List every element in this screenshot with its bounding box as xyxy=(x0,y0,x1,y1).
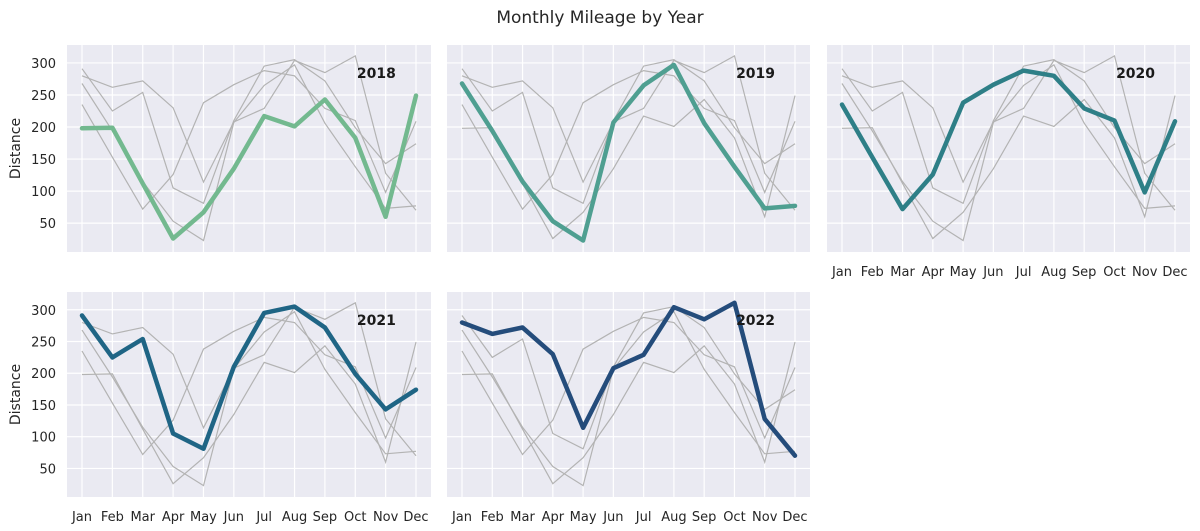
year-label: 2022 xyxy=(736,313,775,329)
context-line-2022 xyxy=(81,301,417,457)
x-tick-label: Nov xyxy=(373,510,399,525)
x-tick-label: Oct xyxy=(1103,265,1125,280)
series-line-2020 xyxy=(839,68,1178,212)
x-tick-label: Dec xyxy=(403,510,428,525)
context-line-2022 xyxy=(81,55,417,211)
y-tick-label: 150 xyxy=(31,153,56,168)
x-tick-label: Jul xyxy=(255,510,272,525)
y-tick-label: 100 xyxy=(31,185,56,200)
panel-background xyxy=(67,45,431,252)
x-tick-label: Feb xyxy=(481,510,504,525)
series-line-2021 xyxy=(79,304,419,452)
x-tick-label: Jan xyxy=(71,510,92,525)
panel-2022: 2022 Jan Feb Mar Apr May Jun Jul Aug Sep Oct Nov Dec xyxy=(447,292,810,525)
x-tick-label: May xyxy=(190,510,217,525)
context-line-2019 xyxy=(841,64,1176,242)
y-tick-label: 250 xyxy=(31,89,56,104)
y-tick-label: 300 xyxy=(31,304,56,319)
y-axis-label: Distance xyxy=(8,118,24,179)
context-line-2022 xyxy=(841,55,1176,211)
context-line-2021 xyxy=(461,59,796,205)
series-line-2022 xyxy=(459,300,798,458)
x-tick-label: Feb xyxy=(861,265,884,280)
y-tick-label: 300 xyxy=(31,57,56,72)
x-tick-label: Apr xyxy=(542,510,565,525)
context-line-2022 xyxy=(461,55,796,211)
panel-2020: 2020 Jan Feb Mar Apr May Jun Jul Aug Sep Oct Nov Dec xyxy=(827,45,1190,280)
year-label: 2020 xyxy=(1116,66,1155,82)
year-label: 2019 xyxy=(736,66,775,82)
context-line-2021 xyxy=(81,59,417,205)
y-tick-label: 200 xyxy=(31,121,56,136)
panel-2019: 2019 xyxy=(447,45,810,252)
x-tick-label: Jan xyxy=(831,265,852,280)
x-tick-label: Nov xyxy=(752,510,778,525)
x-tick-label: Jul xyxy=(635,510,652,525)
year-label: 2018 xyxy=(357,66,396,82)
x-tick-label: Dec xyxy=(1162,265,1187,280)
x-tick-label: Sep xyxy=(313,510,338,525)
x-tick-label: Oct xyxy=(723,510,745,525)
x-tick-label: Feb xyxy=(101,510,124,525)
y-tick-label: 150 xyxy=(31,399,56,414)
series-line-2019 xyxy=(459,62,798,243)
y-tick-label: 50 xyxy=(39,462,56,477)
panel-background xyxy=(447,292,810,497)
x-tick-label: Aug xyxy=(282,510,307,525)
year-label: 2021 xyxy=(357,313,396,329)
y-tick-label: 250 xyxy=(31,336,56,351)
x-tick-label: Jun xyxy=(982,265,1003,280)
context-line-2020 xyxy=(81,69,417,211)
context-line-2019 xyxy=(461,310,796,487)
x-tick-label: Dec xyxy=(782,510,807,525)
y-tick-label: 100 xyxy=(31,431,56,446)
y-tick-label: 200 xyxy=(31,367,56,382)
y-axis-label: Distance xyxy=(8,364,24,425)
x-tick-label: Sep xyxy=(1072,265,1097,280)
x-tick-label: Jun xyxy=(223,510,244,525)
x-tick-label: Apr xyxy=(162,510,185,525)
y-tick-label: 50 xyxy=(39,217,56,232)
x-tick-label: Sep xyxy=(692,510,717,525)
x-tick-label: Mar xyxy=(130,510,155,525)
series-line-2018 xyxy=(79,93,419,241)
panel-2021: 2021 50 100 150 200 250 300 Distance Jan Feb Mar Ap… xyxy=(8,292,431,525)
x-tick-label: Mar xyxy=(890,265,915,280)
context-line-2020 xyxy=(461,69,796,211)
x-tick-label: Aug xyxy=(661,510,686,525)
x-tick-label: Oct xyxy=(344,510,366,525)
panel-2018: 2018 50 100 150 200 250 300 Distance xyxy=(8,45,431,252)
x-tick-label: Apr xyxy=(922,265,945,280)
x-tick-label: May xyxy=(570,510,597,525)
x-tick-label: Aug xyxy=(1041,265,1066,280)
x-tick-label: Jun xyxy=(602,510,623,525)
panel-background xyxy=(447,45,810,252)
x-tick-label: May xyxy=(950,265,977,280)
context-line-2021 xyxy=(461,305,796,450)
x-tick-label: Mar xyxy=(510,510,535,525)
x-tick-label: Jan xyxy=(451,510,472,525)
x-tick-label: Nov xyxy=(1132,265,1158,280)
chart-title: Monthly Mileage by Year xyxy=(496,8,703,28)
context-line-2020 xyxy=(461,316,796,456)
x-tick-label: Jul xyxy=(1015,265,1032,280)
context-line-2019 xyxy=(81,310,417,487)
